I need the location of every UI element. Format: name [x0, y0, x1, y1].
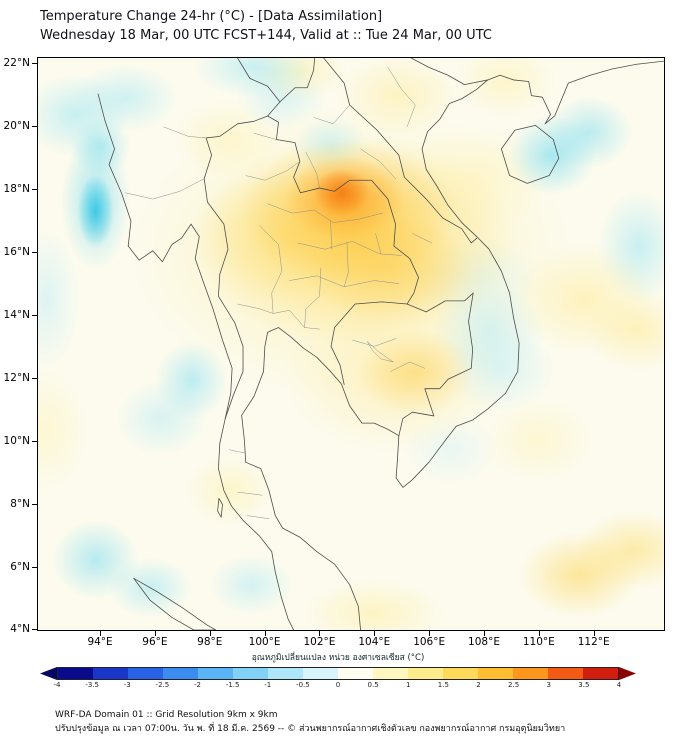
x-axis-label: 110°E: [522, 636, 555, 648]
colorbar-tick-label: 4: [616, 681, 622, 689]
figure-subtitle: Wednesday 18 Mar, 00 UTC FCST+144, Valid…: [40, 28, 492, 43]
lake-tonle-sap: [367, 342, 393, 362]
colorbar-tick-label: 3.5: [578, 681, 590, 689]
island-hainan: [501, 125, 558, 183]
border-thailand-myanmar: [204, 116, 267, 418]
y-axis-label: 18°N: [3, 183, 30, 196]
border-thailand-cambodia: [331, 302, 407, 385]
colorbar-tick-label: -4: [53, 681, 61, 689]
colorbar-label: อุณหภูมิเปลี่ยนแปลง หน่วย องศาเซลเซียส (…: [251, 653, 425, 663]
colorbar-tick-label: -3.5: [85, 681, 99, 689]
footer-update-info: ปรับปรุงข้อมูล ณ เวลา 07:00น. วัน พ. ที่…: [55, 724, 566, 734]
border-cambodia-vietnam: [399, 293, 473, 436]
colorbar-bar: [40, 667, 636, 680]
island-sumatra-tip: [134, 578, 216, 630]
x-axis-tick: [319, 631, 321, 636]
colorbar-arrow-left: [40, 667, 57, 680]
x-axis-tick: [484, 631, 485, 636]
y-axis-tick: [32, 377, 37, 379]
y-axis-tick: [32, 503, 37, 505]
colorbar-tick-label: -3: [123, 681, 131, 689]
y-axis-tick: [32, 440, 37, 442]
coastline-west: [98, 94, 293, 630]
x-axis-tick: [264, 631, 266, 636]
coastline-east: [242, 61, 664, 630]
colorbar-tick-label: 3: [546, 681, 551, 689]
y-axis-label: 14°N: [3, 308, 30, 321]
y-axis-label: 10°N: [3, 434, 30, 447]
colorbar-tick-label: 1.5: [437, 681, 449, 689]
map-plot: [37, 57, 665, 631]
y-axis-label: 4°N: [10, 623, 30, 636]
colorbar-tick-label: -1: [264, 681, 272, 689]
colorbar-tick-label: 0.5: [367, 681, 379, 689]
colorbar-tick-label: -2: [194, 681, 201, 689]
plot-area: 22°N 20°N 18°N 16°N 14°N 12°N 10°N 8°N 6°N 4°N 94°…: [4, 57, 665, 648]
x-axis-label: 100°E: [248, 636, 281, 648]
x-axis-label: 112°E: [577, 636, 610, 648]
y-axis-tick: [32, 252, 37, 253]
y-axis-tick: [32, 566, 37, 568]
figure-title: Temperature Change 24-hr (°C) - [Data As…: [40, 9, 383, 24]
y-axis-label: 20°N: [3, 120, 30, 133]
x-axis-label: 94°E: [87, 636, 113, 648]
colorbar-arrow-right: [619, 667, 636, 680]
footer-model-info: WRF-DA Domain 01 :: Grid Resolution 9km …: [55, 710, 278, 720]
y-axis-label: 16°N: [3, 246, 30, 258]
y-axis-tick: [32, 189, 37, 191]
y-axis-label: 8°N: [10, 497, 30, 510]
x-axis-label: 104°E: [358, 636, 391, 648]
border-myanmar-china: [238, 58, 280, 102]
colorbar-tick-label: 2: [476, 681, 481, 689]
country-borders-graphic: [38, 58, 664, 630]
y-axis-tick: [32, 314, 37, 316]
x-axis-tick: [154, 631, 156, 636]
border-vietnam-china: [411, 58, 488, 85]
island-phuket: [218, 498, 223, 517]
border-myanmar-laos: [268, 58, 315, 116]
y-axis-tick: [32, 63, 37, 65]
colorbar-tick-label: 1: [406, 681, 411, 689]
colorbar-gradient: [57, 667, 619, 680]
x-axis-label: 98°E: [197, 636, 223, 648]
border-laos-cambodia: [407, 293, 473, 312]
colorbar-tick-label: -2.5: [155, 681, 170, 689]
footer-block: WRF-DA Domain 01 :: Grid Resolution 9km …: [55, 708, 565, 736]
colorbar-ticks: -4 -3.5 -3 -2.5 -2 -1.5 -1 -0.5 0 0.5 1 1.5 2 2.5 3 3.5…: [53, 681, 622, 691]
colorbar-tick-label: -1.5: [225, 681, 240, 689]
province-boundaries: [125, 67, 431, 518]
x-axis-tick: [429, 631, 431, 636]
border-laos-vietnam: [324, 58, 477, 243]
border-thailand-laos: [268, 116, 419, 304]
x-axis-tick: [374, 631, 376, 636]
x-axis-label: 106°E: [413, 636, 446, 648]
colorbar-tick-label: -0.5: [296, 681, 310, 689]
colorbar: อุณหภูมิเปลี่ยนแปลง หน่วย องศาเซลเซียส (…: [40, 650, 636, 691]
x-axis-tick: [593, 631, 595, 636]
y-axis-tick: [32, 629, 37, 631]
y-axis-tick: [32, 126, 37, 128]
colorbar-tick-label: 2.5: [508, 681, 520, 689]
x-axis-label: 108°E: [468, 636, 500, 648]
x-axis-label: 102°E: [303, 636, 336, 648]
y-axis-label: 22°N: [3, 57, 30, 70]
x-axis-tick: [209, 631, 211, 636]
y-axis-label: 6°N: [10, 560, 30, 573]
colorbar-tick-label: 0: [335, 681, 341, 689]
title-block: Temperature Change 24-hr (°C) - [Data As…: [40, 7, 492, 45]
x-axis-tick: [538, 631, 540, 636]
y-axis-label: 12°N: [3, 371, 30, 384]
x-axis-label: 96°E: [142, 636, 168, 648]
x-axis-tick: [100, 631, 102, 636]
